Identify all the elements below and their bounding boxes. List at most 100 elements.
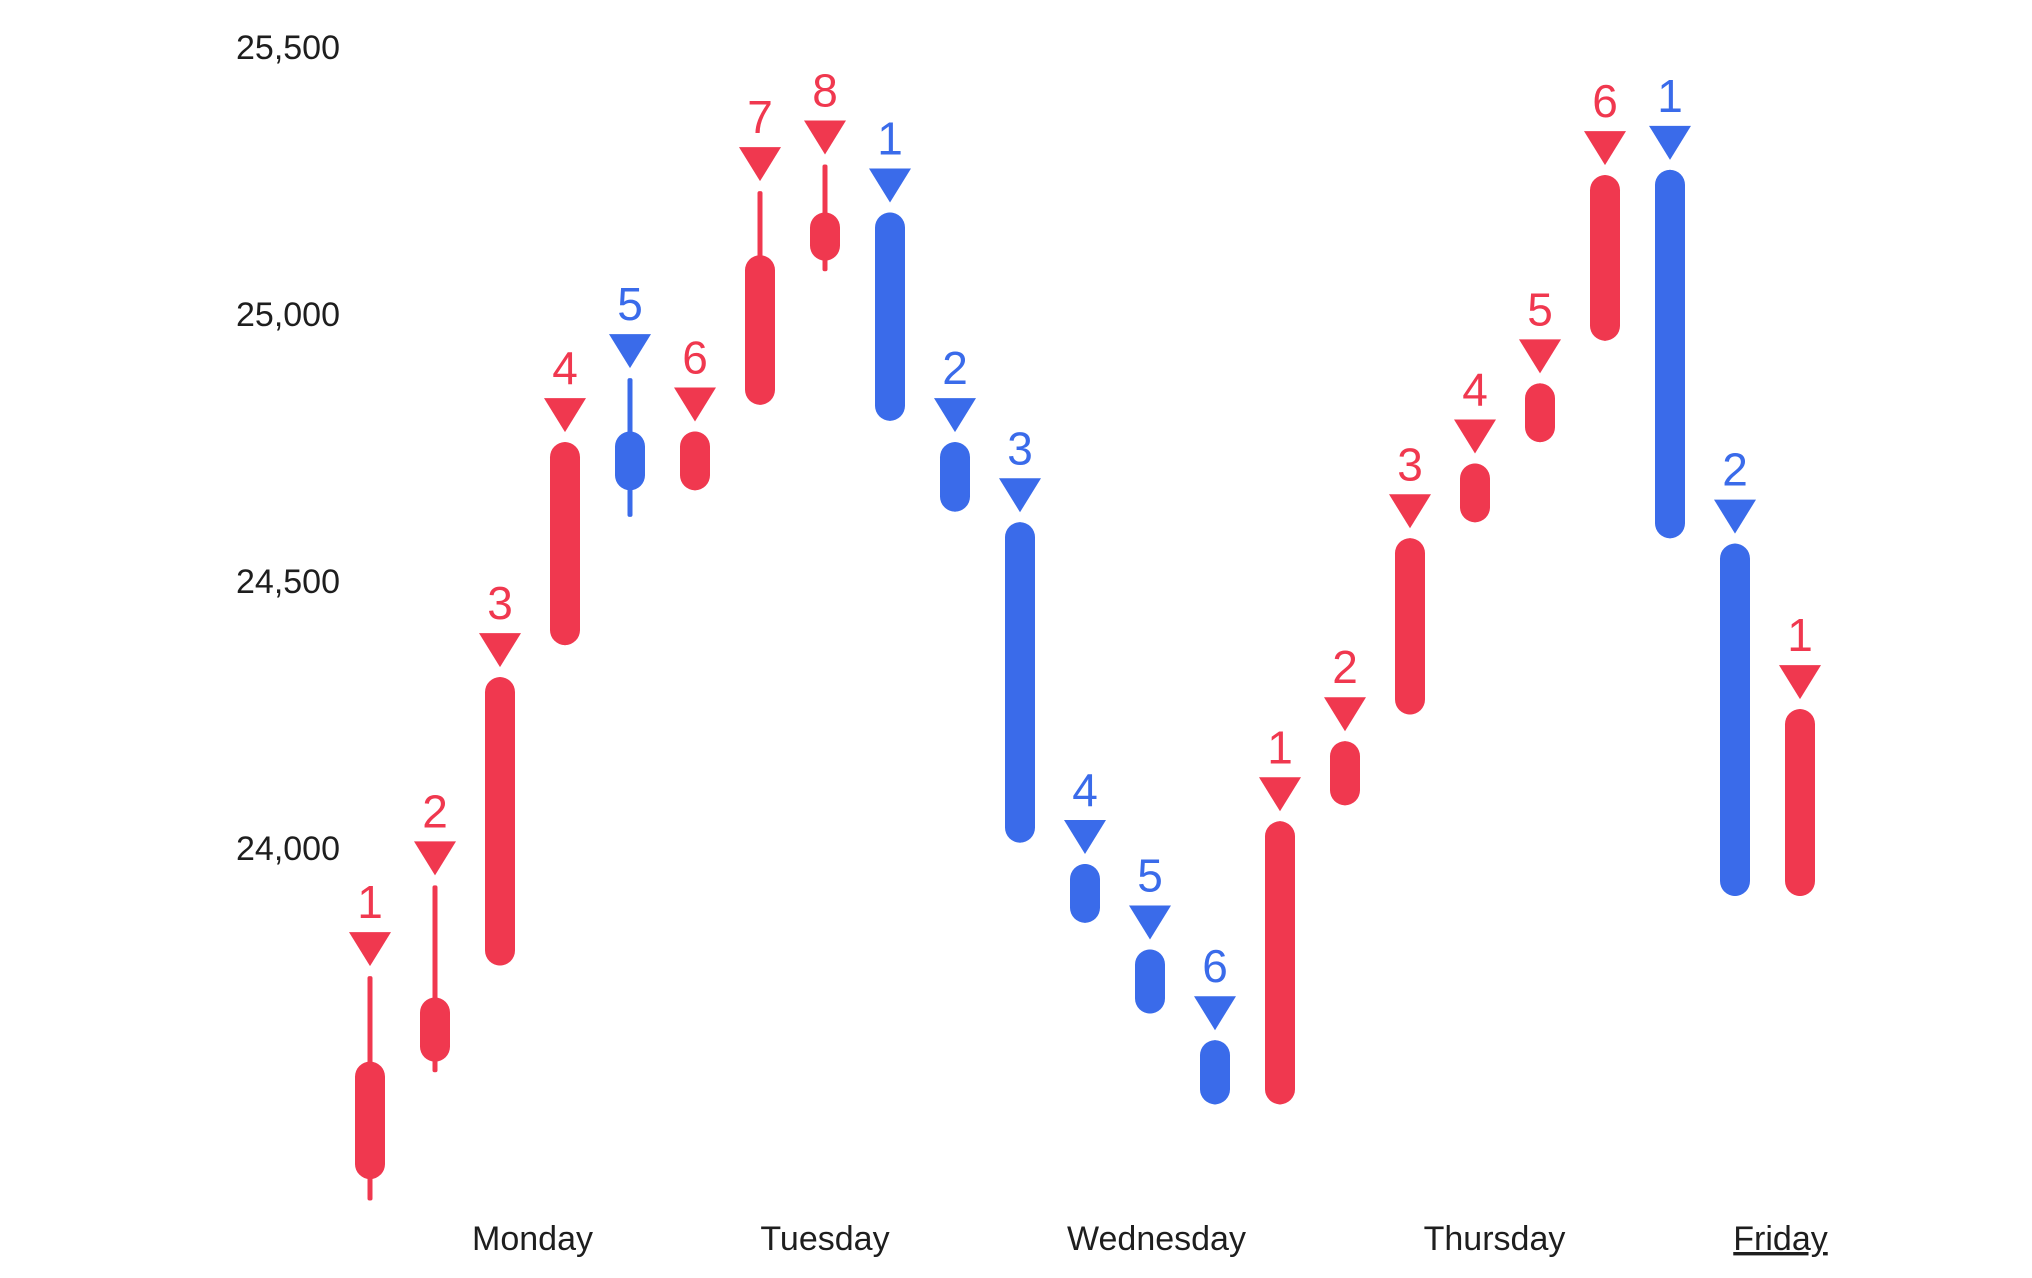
candle-body <box>1135 949 1165 1014</box>
y-axis: 25,500 25,000 24,500 24,000 <box>236 29 340 868</box>
candle-count-label: 1 <box>1267 721 1293 773</box>
candle-body <box>1525 383 1555 443</box>
candle-body <box>875 212 905 421</box>
candle-count-label: 6 <box>682 331 708 383</box>
candle-17: 3 <box>1389 438 1431 715</box>
candle-marker-triangle <box>1584 131 1626 166</box>
candle-21: 1 <box>1649 70 1691 539</box>
candle-count-label: 2 <box>942 342 968 394</box>
candle-9: 1 <box>869 113 911 421</box>
candle-marker-triangle <box>1714 499 1756 534</box>
candle-marker-triangle <box>934 398 976 433</box>
candle-body <box>485 677 515 966</box>
candle-marker-triangle <box>1454 419 1496 454</box>
candle-marker-triangle <box>1519 339 1561 374</box>
candle-marker-triangle <box>1324 697 1366 732</box>
candle-body <box>1265 821 1295 1105</box>
candle-count-label: 2 <box>422 785 448 837</box>
candle-marker-triangle <box>544 398 586 433</box>
candle-count-label: 7 <box>747 91 773 143</box>
candle-body <box>355 1061 385 1180</box>
candle-count-label: 2 <box>1722 444 1748 496</box>
candle-marker-triangle <box>1389 494 1431 529</box>
y-tick-label-1: 25,000 <box>236 296 340 334</box>
candle-body <box>1200 1040 1230 1105</box>
candle-13: 5 <box>1129 849 1171 1014</box>
candle-count-label: 2 <box>1332 641 1358 693</box>
candle-count-label: 3 <box>1397 438 1423 490</box>
x-day-label-wednesday: Wednesday <box>1067 1220 1246 1258</box>
candle-5: 5 <box>609 278 651 517</box>
candle-marker-triangle <box>674 387 716 422</box>
candle-marker-triangle <box>1129 905 1171 940</box>
candle-count-label: 5 <box>1527 283 1553 335</box>
candle-body <box>1460 463 1490 523</box>
candle-marker-triangle <box>999 478 1041 513</box>
candle-18: 4 <box>1454 364 1496 523</box>
candle-body <box>810 212 840 261</box>
candle-body <box>550 442 580 646</box>
candle-7: 7 <box>739 91 781 405</box>
candle-body <box>1655 169 1685 539</box>
candle-body <box>1395 538 1425 715</box>
candle-body <box>1330 741 1360 806</box>
candle-count-label: 4 <box>552 342 578 394</box>
candle-count-label: 1 <box>1657 70 1683 122</box>
x-day-label-friday: Friday <box>1733 1220 1827 1258</box>
candle-marker-triangle <box>414 841 456 876</box>
candle-15: 1 <box>1259 721 1301 1105</box>
candle-marker-triangle <box>804 120 846 155</box>
candle-10: 2 <box>934 342 976 512</box>
x-day-label-monday: Monday <box>472 1220 593 1258</box>
candle-marker-triangle <box>1064 820 1106 855</box>
candle-6: 6 <box>674 331 716 491</box>
x-day-label-thursday: Thursday <box>1424 1220 1566 1258</box>
candle-count-label: 6 <box>1592 75 1618 127</box>
candle-marker-triangle <box>609 334 651 369</box>
candle-20: 6 <box>1584 75 1626 341</box>
candle-body <box>615 431 645 491</box>
candle-marker-triangle <box>1779 665 1821 700</box>
candle-count-label: 1 <box>877 113 903 165</box>
candle-marker-triangle <box>739 147 781 182</box>
candle-body <box>420 997 450 1062</box>
candle-1: 1 <box>349 876 391 1201</box>
candle-body <box>1590 175 1620 341</box>
candle-11: 3 <box>999 422 1041 843</box>
candle-marker-triangle <box>1649 125 1691 160</box>
candle-19: 5 <box>1519 283 1561 443</box>
candle-body <box>1070 864 1100 923</box>
candle-16: 2 <box>1324 641 1366 806</box>
candle-body <box>1720 543 1750 897</box>
candle-count-label: 3 <box>487 577 513 629</box>
candle-14: 6 <box>1194 940 1236 1105</box>
candle-12: 4 <box>1064 764 1106 923</box>
candle-body <box>1785 709 1815 897</box>
y-tick-label-3: 24,000 <box>236 830 340 868</box>
candle-marker-triangle <box>1194 996 1236 1031</box>
candle-body <box>940 442 970 512</box>
candle-count-label: 4 <box>1072 764 1098 816</box>
candle-marker-triangle <box>869 168 911 203</box>
x-day-label-tuesday: Tuesday <box>760 1220 889 1258</box>
candle-count-label: 3 <box>1007 422 1033 474</box>
candle-marker-triangle <box>1259 777 1301 812</box>
candle-body <box>1005 522 1035 843</box>
candle-23: 1 <box>1779 609 1821 897</box>
candle-count-label: 1 <box>357 876 383 928</box>
candle-3: 3 <box>479 577 521 966</box>
candle-marker-triangle <box>479 633 521 668</box>
candle-4: 4 <box>544 342 586 646</box>
candle-2: 2 <box>414 785 456 1073</box>
candle-22: 2 <box>1714 444 1756 897</box>
candle-body <box>680 431 710 491</box>
x-axis: Monday Tuesday Wednesday Thursday Friday <box>472 1220 1828 1258</box>
candle-count-label: 1 <box>1787 609 1813 661</box>
candle-count-label: 6 <box>1202 940 1228 992</box>
candle-count-label: 5 <box>617 278 643 330</box>
candle-marker-triangle <box>349 932 391 967</box>
y-tick-label-2: 24,500 <box>236 563 340 601</box>
candle-count-label: 8 <box>812 64 838 116</box>
